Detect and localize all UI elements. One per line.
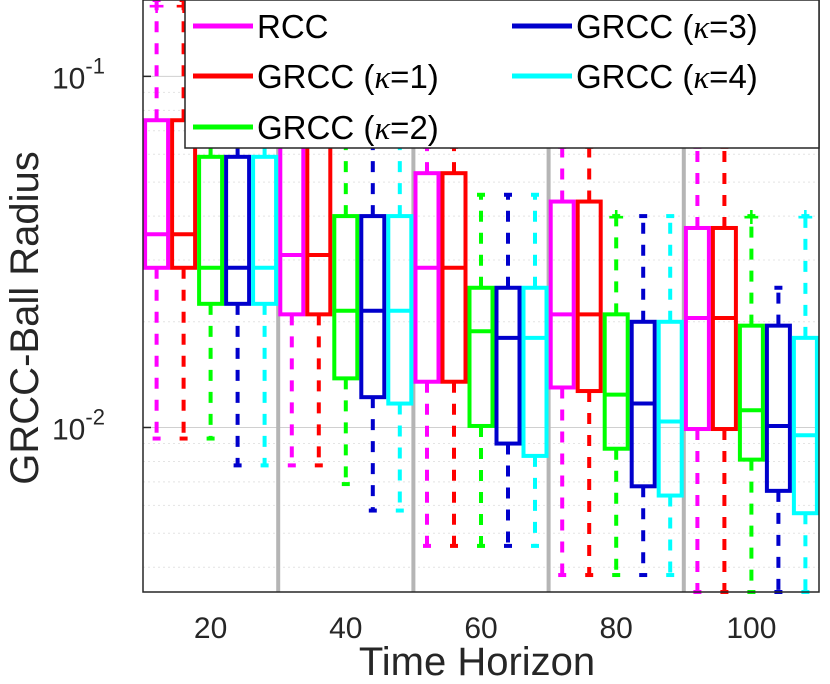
plot-area-border [142, 0, 820, 593]
legend-entry-3: GRCC (κ=3) [512, 8, 758, 46]
box-iqr [224, 154, 252, 306]
box-iqr [170, 118, 198, 270]
outlier-marker: + [147, 0, 165, 19]
box-iqr [332, 214, 360, 381]
y-tick-labels: 10-1 10-2 [52, 53, 151, 446]
box-100-1 [710, 144, 738, 594]
box-100-3 [764, 285, 792, 594]
box-60-4 [521, 192, 549, 548]
box-20-2 [197, 99, 225, 441]
legend-label: GRCC (κ=4) [576, 58, 758, 96]
box-60-2 [467, 192, 495, 548]
box-40-4 [386, 99, 414, 513]
box-60-3 [494, 192, 522, 548]
box-40-2 [332, 99, 360, 487]
box-iqr [359, 214, 387, 400]
box-100-4 [791, 214, 819, 594]
legend-label: RCC [257, 8, 329, 45]
box-iqr [656, 319, 684, 498]
box-iqr [764, 323, 792, 493]
box-80-2 [602, 214, 630, 578]
legend-entry-1: GRCC (κ=1) [193, 58, 439, 96]
box-iqr [143, 118, 171, 270]
legend-entry-2: GRCC (κ=2) [193, 109, 439, 147]
box-80-3 [629, 214, 657, 578]
box-20-0 [143, 0, 171, 441]
legend-box [184, 0, 820, 149]
legend-entry-4: GRCC (κ=4) [512, 58, 758, 96]
y-tick-label: 10-1 [52, 53, 105, 95]
box-iqr [251, 154, 279, 306]
box-40-3 [359, 99, 387, 513]
box-iqr [440, 171, 468, 384]
box-iqr [548, 199, 576, 390]
box-80-0 [548, 144, 576, 578]
x-tick-label: 60 [464, 612, 497, 645]
box-iqr [494, 285, 522, 446]
legend-entry-0: RCC [193, 8, 329, 45]
x-tick-label: 80 [600, 612, 633, 645]
box-iqr [710, 225, 738, 432]
x-tick-label: 20 [194, 612, 227, 645]
box-80-1 [575, 144, 603, 578]
box-20-3 [224, 99, 252, 468]
outlier-marker: + [607, 205, 625, 230]
box-iqr [737, 323, 765, 462]
legend-label: GRCC (κ=1) [257, 58, 439, 96]
outlier-marker: + [742, 205, 760, 230]
box-iqr [683, 225, 711, 432]
x-tick-label: 40 [329, 612, 362, 645]
box-60-1 [440, 144, 468, 548]
box-iqr [602, 312, 630, 451]
legend-label: GRCC (κ=3) [576, 8, 758, 46]
box-iqr [575, 199, 603, 394]
outlier-marker: + [796, 205, 814, 230]
box-iqr [305, 140, 333, 317]
box-80-4 [656, 214, 684, 578]
box-iqr [791, 335, 819, 516]
box-100-2 [737, 214, 765, 594]
y-tick-label: 10-2 [52, 404, 105, 446]
box-20-1 [170, 0, 198, 441]
box-iqr [521, 285, 549, 458]
box-iqr [467, 285, 495, 428]
box-iqr [413, 171, 441, 384]
x-tick-label: 100 [726, 612, 776, 645]
box-60-0 [413, 144, 441, 548]
x-axis-title: Time Horizon [359, 640, 595, 684]
y-axis-title: GRCC-Ball Radius [3, 151, 47, 484]
box-iqr [278, 140, 306, 317]
box-iqr [197, 154, 225, 306]
legend: RCC GRCC (κ=1) GRCC (κ=2) GRCC (κ=3) GRCC (κ… [184, 0, 820, 149]
box-100-0 [683, 144, 711, 594]
legend-label: GRCC (κ=2) [257, 109, 439, 147]
x-tick-labels: 20 40 60 80 100 [194, 612, 777, 645]
axes [142, 0, 820, 593]
box-20-4 [251, 99, 279, 468]
